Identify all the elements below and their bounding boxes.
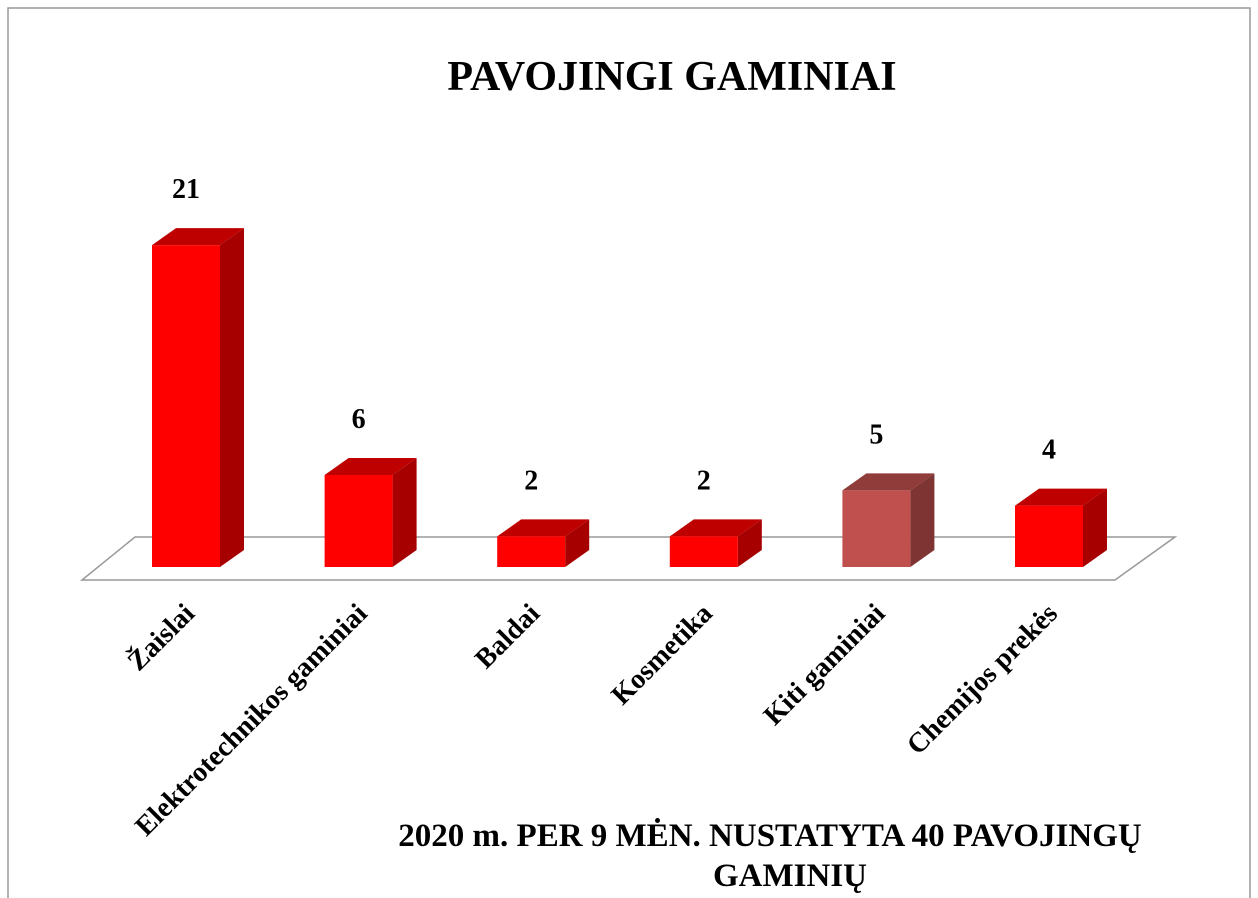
x-tick-label: Žaislai xyxy=(122,598,201,677)
bar-front xyxy=(1015,505,1083,567)
annotation: 2020 m. PER 9 MĖN. NUSTATYTA 40 PAVOJING… xyxy=(398,816,1142,854)
bar xyxy=(497,519,590,567)
value-label: 5 xyxy=(869,419,883,450)
bar xyxy=(1015,488,1107,567)
bar xyxy=(152,228,244,567)
bar-front xyxy=(497,536,566,567)
bar-side xyxy=(737,519,762,567)
bar-top xyxy=(324,458,417,476)
value-label: 2 xyxy=(524,465,538,496)
value-label: 4 xyxy=(1042,435,1056,466)
floor xyxy=(79,536,1178,581)
bar-side xyxy=(392,458,417,567)
chart-title: PAVOJINGI GAMINIAI xyxy=(447,54,896,100)
bar-front xyxy=(669,536,738,567)
bar xyxy=(669,519,762,567)
annotation: GAMINIŲ xyxy=(713,858,867,894)
bar-top xyxy=(669,519,762,537)
bar-top xyxy=(152,228,244,246)
x-tick-label: Kosmetika xyxy=(606,598,719,711)
bar-side xyxy=(910,473,935,567)
bar-front xyxy=(152,245,220,567)
bar-side xyxy=(565,519,590,567)
value-label: 21 xyxy=(172,174,200,205)
bar-top xyxy=(1015,488,1107,506)
bar-top xyxy=(497,519,590,537)
bar xyxy=(324,458,417,567)
value-label: 6 xyxy=(352,404,366,435)
bar xyxy=(842,473,935,567)
bar-side xyxy=(1083,488,1107,567)
bar-side xyxy=(220,228,244,567)
x-tick-label: Kiti gaminiai xyxy=(758,598,892,732)
chart-border xyxy=(7,7,1251,898)
bar-front xyxy=(842,490,911,567)
value-label: 2 xyxy=(697,465,711,496)
x-tick-label: Chemijos prekės xyxy=(901,598,1064,761)
bar-front xyxy=(324,475,393,567)
x-tick-label: Baldai xyxy=(469,598,546,675)
bar-top xyxy=(842,473,935,491)
